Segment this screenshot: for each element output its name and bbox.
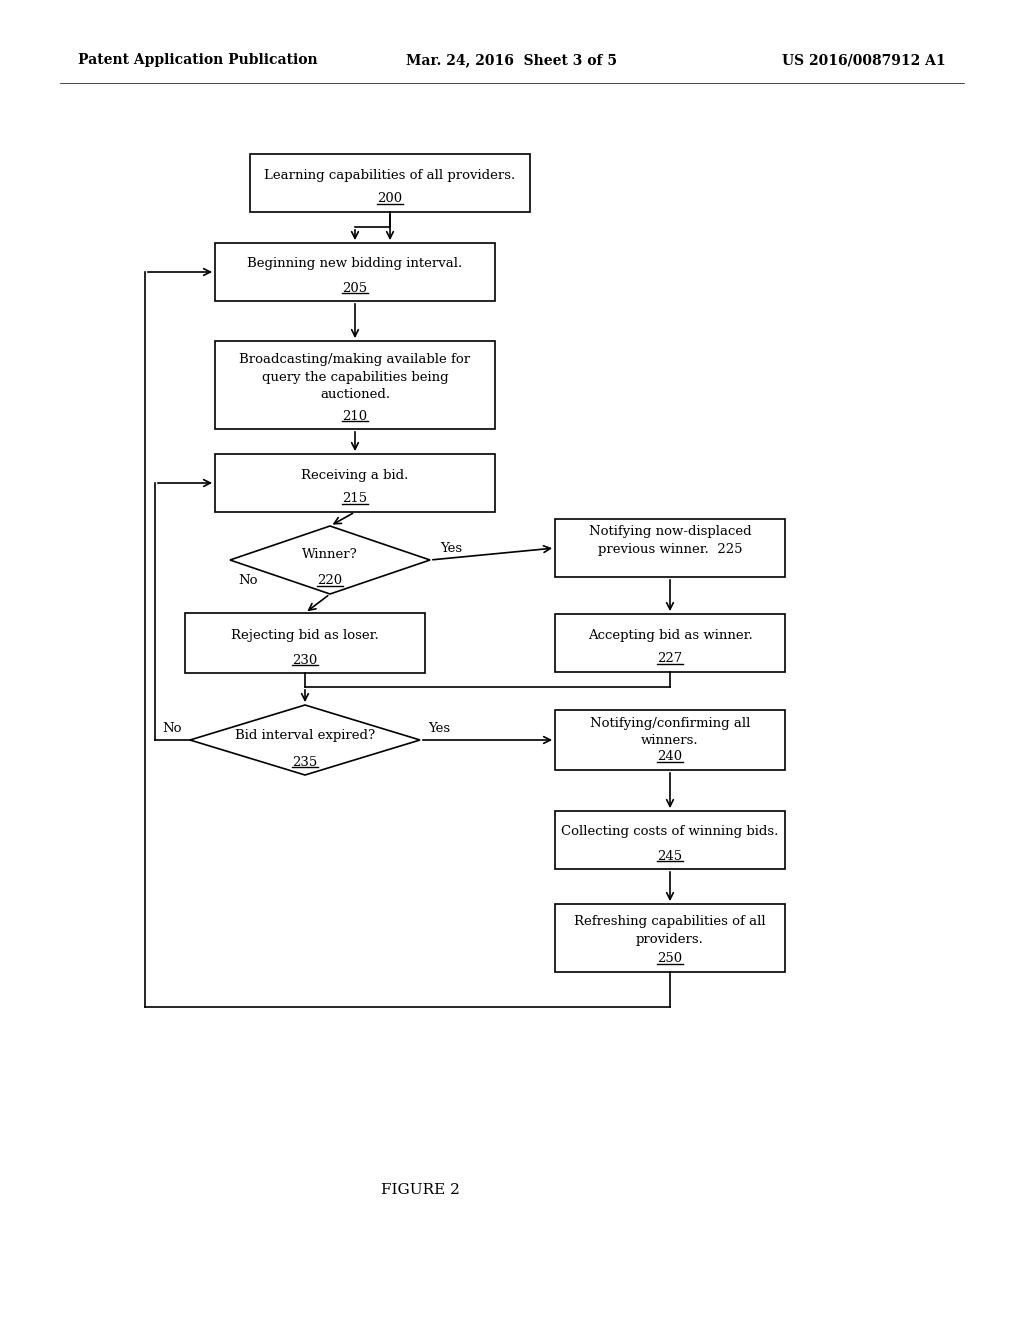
Text: US 2016/0087912 A1: US 2016/0087912 A1 — [782, 53, 946, 67]
Text: 245: 245 — [657, 850, 683, 862]
Text: providers.: providers. — [636, 932, 703, 945]
Text: Accepting bid as winner.: Accepting bid as winner. — [588, 628, 753, 642]
Text: No: No — [163, 722, 182, 734]
Text: Mar. 24, 2016  Sheet 3 of 5: Mar. 24, 2016 Sheet 3 of 5 — [407, 53, 617, 67]
Text: Winner?: Winner? — [302, 549, 357, 561]
Text: 220: 220 — [317, 574, 343, 587]
Text: Patent Application Publication: Patent Application Publication — [78, 53, 317, 67]
Text: 250: 250 — [657, 953, 683, 965]
Text: 205: 205 — [342, 281, 368, 294]
Text: 210: 210 — [342, 409, 368, 422]
Text: 230: 230 — [293, 653, 317, 667]
Text: 235: 235 — [293, 755, 317, 768]
Text: Beginning new bidding interval.: Beginning new bidding interval. — [248, 257, 463, 271]
Bar — [555, 710, 785, 770]
Text: 200: 200 — [378, 193, 402, 206]
Text: Yes: Yes — [428, 722, 451, 734]
Text: auctioned.: auctioned. — [319, 388, 390, 401]
Text: Broadcasting/making available for: Broadcasting/making available for — [240, 352, 471, 366]
Bar — [555, 519, 785, 577]
Bar — [555, 614, 785, 672]
Text: No: No — [238, 573, 257, 586]
Bar — [555, 904, 785, 972]
Text: previous winner.  225: previous winner. 225 — [598, 543, 742, 556]
Text: Rejecting bid as loser.: Rejecting bid as loser. — [231, 628, 379, 642]
Bar — [185, 612, 425, 673]
Bar — [215, 341, 495, 429]
Text: Notifying now-displaced: Notifying now-displaced — [589, 524, 752, 537]
Text: 240: 240 — [657, 751, 683, 763]
Text: query the capabilities being: query the capabilities being — [262, 371, 449, 384]
Bar — [555, 810, 785, 869]
Bar — [215, 454, 495, 512]
Text: Receiving a bid.: Receiving a bid. — [301, 469, 409, 482]
Text: Notifying/confirming all: Notifying/confirming all — [590, 717, 751, 730]
Text: winners.: winners. — [641, 734, 698, 747]
Bar — [215, 243, 495, 301]
Text: Bid interval expired?: Bid interval expired? — [234, 729, 375, 742]
Polygon shape — [230, 525, 430, 594]
Text: 227: 227 — [657, 652, 683, 665]
Text: 215: 215 — [342, 492, 368, 506]
Text: Refreshing capabilities of all: Refreshing capabilities of all — [574, 915, 766, 928]
Text: Yes: Yes — [440, 541, 462, 554]
Polygon shape — [190, 705, 420, 775]
Text: FIGURE 2: FIGURE 2 — [381, 1183, 460, 1197]
Text: Collecting costs of winning bids.: Collecting costs of winning bids. — [561, 825, 778, 838]
Text: Learning capabilities of all providers.: Learning capabilities of all providers. — [264, 169, 516, 181]
Bar — [250, 154, 530, 213]
